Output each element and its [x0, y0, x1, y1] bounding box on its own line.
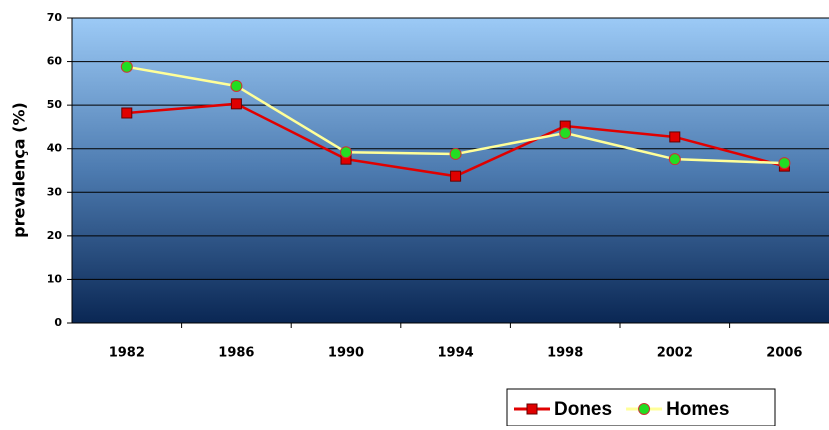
marker	[669, 131, 681, 143]
x-tick-label: 2006	[766, 346, 802, 361]
marker	[559, 127, 572, 140]
x-tick-label: 1986	[218, 346, 254, 361]
legend-marker	[638, 403, 651, 415]
marker	[449, 147, 462, 160]
plot-area	[72, 18, 829, 323]
marker	[340, 146, 352, 159]
legend-label: Dones	[554, 399, 612, 420]
marker	[778, 157, 791, 170]
x-tick-label: 1982	[109, 346, 145, 361]
y-tick-label: 30	[47, 185, 63, 198]
marker	[450, 170, 462, 182]
marker	[121, 107, 133, 119]
y-axis-label: prevalença (%)	[10, 102, 29, 238]
y-tick-label: 10	[47, 272, 63, 285]
marker	[120, 60, 133, 73]
marker	[230, 79, 243, 92]
y-tick-label: 50	[47, 98, 63, 111]
x-tick-label: 1990	[328, 346, 364, 361]
legend-marker	[526, 403, 538, 415]
y-tick-label: 0	[54, 316, 62, 329]
y-tick-label: 40	[47, 142, 63, 155]
x-tick-label: 1998	[547, 346, 583, 361]
x-tick-label: 1994	[438, 346, 474, 361]
y-tick-label: 20	[47, 229, 63, 242]
marker	[230, 98, 242, 110]
y-tick-label: 60	[47, 55, 63, 68]
marker	[668, 153, 681, 166]
legend-label: Homes	[666, 399, 729, 420]
x-tick-label: 2002	[657, 346, 693, 361]
y-tick-label: 70	[47, 11, 63, 24]
